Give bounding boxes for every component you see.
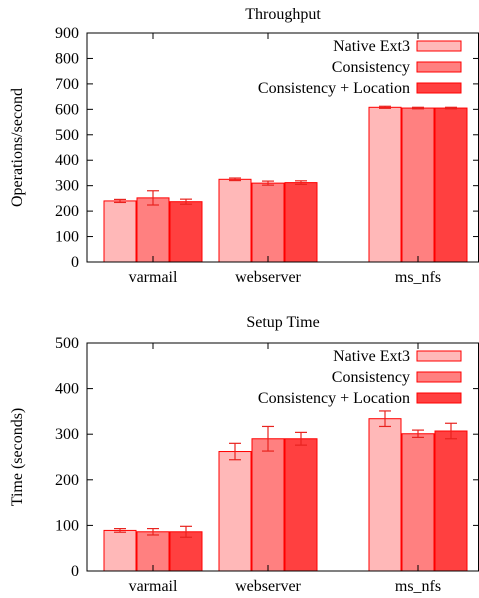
y-tick-label: 800 (55, 50, 79, 67)
legend-label: Native Ext3 (333, 38, 410, 55)
x-category-label: varmail (129, 269, 178, 286)
bar-webserver-1 (251, 438, 285, 572)
y-tick-label: 500 (55, 335, 79, 352)
bar-ms_nfs-2 (434, 430, 468, 572)
x-category-label: varmail (129, 578, 178, 595)
legend-swatch (416, 61, 462, 73)
y-tick-label: 700 (55, 76, 79, 93)
y-axis-label: Time (seconds) (9, 408, 26, 507)
bar-ms_nfs-0 (368, 106, 402, 263)
bar-webserver-2 (284, 438, 318, 572)
y-tick-label: 300 (55, 178, 79, 195)
x-category-label: webserver (235, 269, 301, 286)
y-tick-label: 0 (71, 563, 79, 580)
bar-ms_nfs-0 (368, 418, 402, 572)
y-tick-label: 100 (55, 517, 79, 534)
chart-0: Throughput Operations/second 0 100 200 300 400… (9, 6, 479, 286)
y-tick-label: 300 (55, 426, 79, 443)
legend-label: Consistency (332, 369, 410, 386)
legend-label: Native Ext3 (333, 348, 410, 365)
x-category-label: ms_nfs (395, 269, 441, 286)
legend-swatch (416, 82, 462, 94)
bar-webserver-0 (218, 178, 252, 263)
bar-ms_nfs-2 (434, 107, 468, 263)
legend-label: Consistency + Location (258, 80, 410, 97)
y-tick-label: 0 (71, 254, 79, 271)
y-tick-label: 200 (55, 472, 79, 489)
y-tick-label: 500 (55, 127, 79, 144)
legend-swatch (416, 40, 462, 52)
legend-label: Consistency (332, 59, 410, 76)
legend-swatch (416, 392, 462, 404)
chart-1: Setup Time Time (seconds) 0 100 200 300 400 500… (9, 314, 479, 595)
x-category-label: ms_nfs (395, 578, 441, 595)
bar-varmail-2 (169, 201, 203, 263)
bar-varmail-0 (103, 529, 137, 572)
y-tick-label: 900 (55, 25, 79, 42)
legend-swatch (416, 371, 462, 383)
y-axis-label: Operations/second (9, 88, 26, 207)
x-category-label: webserver (235, 578, 301, 595)
y-tick-label: 100 (55, 229, 79, 246)
chart-title: Throughput (245, 6, 321, 23)
bar-varmail-0 (103, 200, 137, 263)
bar-ms_nfs-1 (401, 433, 435, 572)
bar-webserver-0 (218, 451, 252, 572)
bar-varmail-1 (136, 197, 170, 263)
bar-webserver-1 (251, 182, 285, 263)
chart-title: Setup Time (246, 314, 319, 331)
y-tick-label: 400 (55, 381, 79, 398)
legend-label: Consistency + Location (258, 390, 410, 407)
bar-ms_nfs-1 (401, 107, 435, 263)
bar-webserver-2 (284, 182, 318, 263)
legend-swatch (416, 350, 462, 362)
bar-varmail-1 (136, 531, 170, 572)
y-tick-label: 600 (55, 101, 79, 118)
bar-varmail-2 (169, 531, 203, 572)
y-tick-label: 200 (55, 203, 79, 220)
y-tick-label: 400 (55, 152, 79, 169)
